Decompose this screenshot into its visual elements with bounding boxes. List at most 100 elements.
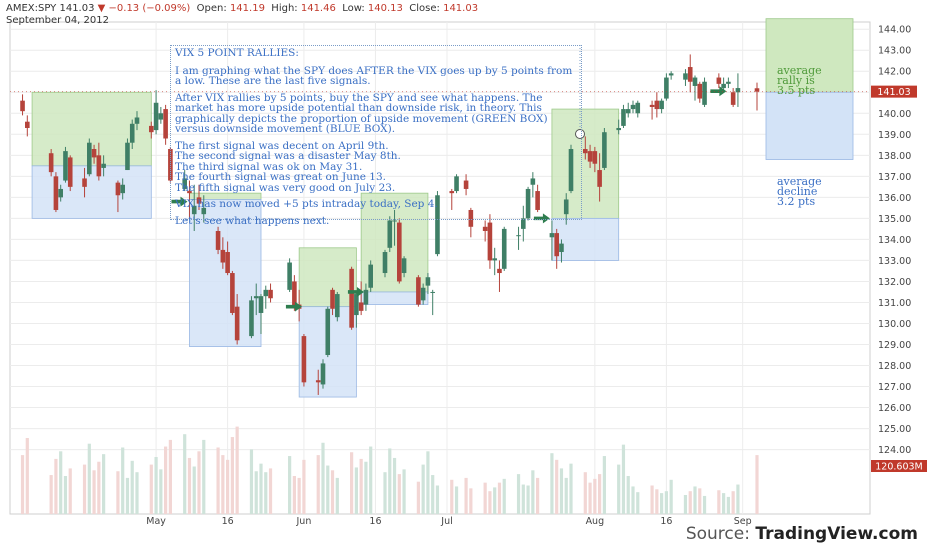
volume-bar — [698, 488, 702, 514]
volume-bar — [197, 451, 201, 514]
signal-box-rally — [551, 108, 620, 219]
volume-bar — [187, 457, 192, 514]
candle-body — [668, 73, 674, 76]
annotation-note[interactable]: VIX 5 POINT RALLIES: I am graphing what … — [170, 45, 582, 226]
candle-body — [592, 151, 598, 164]
symbol[interactable]: AMEX:SPY — [6, 3, 57, 14]
source-prefix: Source: — [685, 524, 750, 544]
volume-bar — [130, 460, 134, 514]
candle-body — [287, 262, 292, 290]
candle-body — [649, 104, 655, 107]
candle-body — [134, 117, 140, 124]
volume-bar — [359, 458, 363, 514]
y-tick-label: 138.00 — [878, 151, 911, 162]
change: ▼ −0.13 (−0.09%) — [97, 3, 191, 14]
candle-body — [702, 81, 707, 105]
volume-bar — [202, 439, 206, 514]
candle-body — [315, 380, 321, 383]
close-value: 141.03 — [443, 3, 479, 14]
volume-bar — [183, 434, 187, 514]
candle-body — [482, 226, 488, 231]
volume-bar — [221, 455, 225, 514]
open-value: 141.19 — [229, 3, 265, 14]
y-tick-label: 130.00 — [878, 319, 911, 330]
volume-bar — [669, 479, 673, 514]
candle-body — [196, 197, 202, 204]
open-label: Open: — [196, 3, 227, 14]
volume-bar — [297, 477, 301, 514]
candle-body — [249, 300, 254, 337]
volume-bar — [722, 493, 726, 514]
signal-arrow-icon — [171, 196, 188, 207]
volume-bar — [621, 444, 626, 514]
volume-bar — [588, 482, 592, 514]
volume-bar — [569, 463, 573, 514]
candle-body — [96, 155, 102, 177]
volume-bar — [731, 491, 735, 514]
candle-body — [330, 289, 335, 309]
low-label: Low: — [342, 3, 365, 14]
volume-bar — [292, 476, 296, 514]
volume-bar — [302, 459, 306, 514]
volume-bar — [636, 492, 640, 514]
volume-bar — [526, 485, 530, 514]
candle-body — [659, 100, 664, 110]
header-row: AMEX:SPY 141.03 ▼ −0.13 (−0.09%) Open: 1… — [6, 3, 478, 14]
candle-body — [454, 176, 459, 192]
volume-bar — [354, 467, 358, 514]
note-para-3: The first signal was decent on April 9th… — [175, 139, 401, 194]
volume-bar — [497, 482, 502, 514]
volume-bar — [364, 461, 368, 514]
volume-bar — [521, 484, 525, 514]
volume-bar — [388, 448, 392, 514]
volume-bar — [97, 461, 101, 514]
candle-body — [363, 289, 369, 305]
candle-body — [497, 268, 502, 274]
volume-bar — [450, 479, 454, 514]
candle-body — [230, 273, 235, 313]
candle-body — [149, 125, 154, 133]
volume-bar — [321, 442, 325, 514]
volume-bar — [164, 446, 168, 514]
candle-body — [91, 149, 97, 158]
y-tick-label: 134.00 — [878, 235, 911, 246]
x-tick-label: May — [146, 516, 166, 527]
source-brand[interactable]: TradingView.com — [755, 524, 918, 544]
y-tick-label: 127.00 — [878, 382, 911, 393]
candle-body — [716, 77, 722, 84]
volume-bar — [25, 438, 29, 514]
y-tick-label: 140.00 — [878, 109, 911, 120]
y-tick-label: 125.00 — [878, 424, 911, 435]
volume-bar — [192, 466, 196, 514]
volume-bar — [464, 477, 468, 514]
candle-body — [726, 81, 731, 84]
volume-bar — [431, 475, 435, 514]
note-anchor-icon — [575, 129, 585, 139]
volume-bar — [583, 472, 587, 514]
volume-bar — [516, 474, 521, 514]
volume-bar — [693, 486, 697, 514]
candle-body — [492, 258, 497, 261]
candle-body — [602, 132, 607, 168]
candle-body — [563, 199, 569, 215]
y-tick-label: 124.00 — [878, 445, 911, 456]
candle-body — [125, 142, 130, 171]
candle-body — [468, 209, 474, 227]
volume-bar — [550, 453, 554, 514]
candle-body — [48, 153, 54, 173]
signal-box-decline — [189, 199, 262, 348]
volume-bar — [102, 454, 106, 514]
candle-body — [87, 142, 92, 175]
volume-bar — [702, 495, 707, 514]
volume-bar — [149, 464, 153, 514]
candle-body — [115, 182, 121, 196]
candle-body — [397, 222, 402, 282]
header-date: September 04, 2012 — [6, 15, 109, 26]
signal-arrow-icon — [347, 286, 364, 297]
signal-box-rally — [298, 247, 357, 308]
candle-body — [501, 228, 507, 269]
volume-bar — [121, 447, 125, 514]
volume-bar — [755, 455, 759, 514]
volume-bar — [421, 464, 425, 514]
